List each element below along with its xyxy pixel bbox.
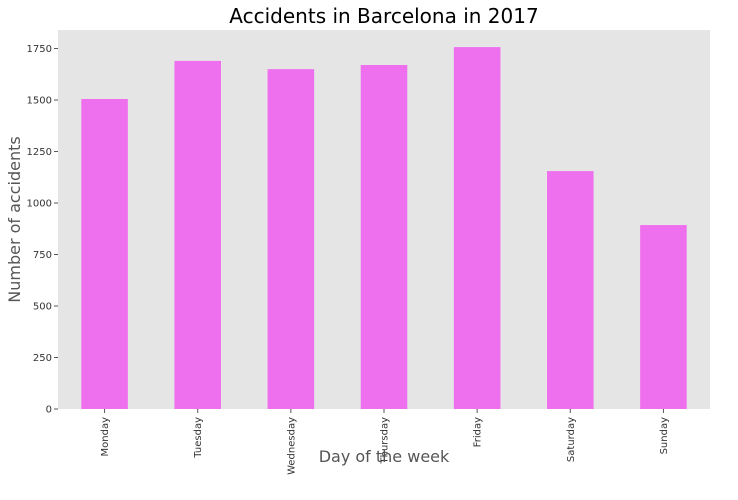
y-tick-label: 500: [33, 302, 52, 313]
bar-saturday: [547, 171, 594, 409]
x-axis-label: Day of the week: [319, 447, 450, 466]
bar-thursday: [360, 65, 408, 410]
bar-tuesday: [174, 60, 221, 410]
x-tick-label: Thursday: [380, 417, 391, 465]
bar-friday: [453, 47, 501, 410]
y-axis-ticks: 0 250 500 750 1000 1250 1500 1750: [27, 44, 58, 416]
bar-sunday: [640, 225, 687, 409]
y-tick-label: 1750: [27, 44, 52, 55]
bar-wednesday: [267, 69, 315, 410]
y-tick-label: 1500: [27, 96, 52, 107]
y-tick-label: 1250: [27, 147, 52, 158]
chart-title: Accidents in Barcelona in 2017: [229, 4, 538, 28]
y-tick-label: 750: [33, 250, 52, 261]
x-tick-label: Friday: [473, 417, 484, 447]
y-tick-label: 1000: [27, 199, 52, 210]
x-axis-ticks: Monday Tuesday Wednesday Thursday Friday Satu…: [100, 409, 670, 475]
y-tick-label: 250: [33, 353, 52, 364]
x-tick-label: Sunday: [659, 417, 670, 454]
x-tick-label: Tuesday: [193, 417, 204, 459]
x-tick-label: Saturday: [566, 417, 577, 462]
x-tick-label: Monday: [100, 417, 111, 457]
bar-monday: [81, 99, 128, 409]
y-tick-label: 0: [46, 405, 52, 416]
x-tick-label: Wednesday: [286, 417, 297, 475]
y-axis-label: Number of accidents: [5, 136, 24, 302]
bars-group: [81, 47, 687, 410]
